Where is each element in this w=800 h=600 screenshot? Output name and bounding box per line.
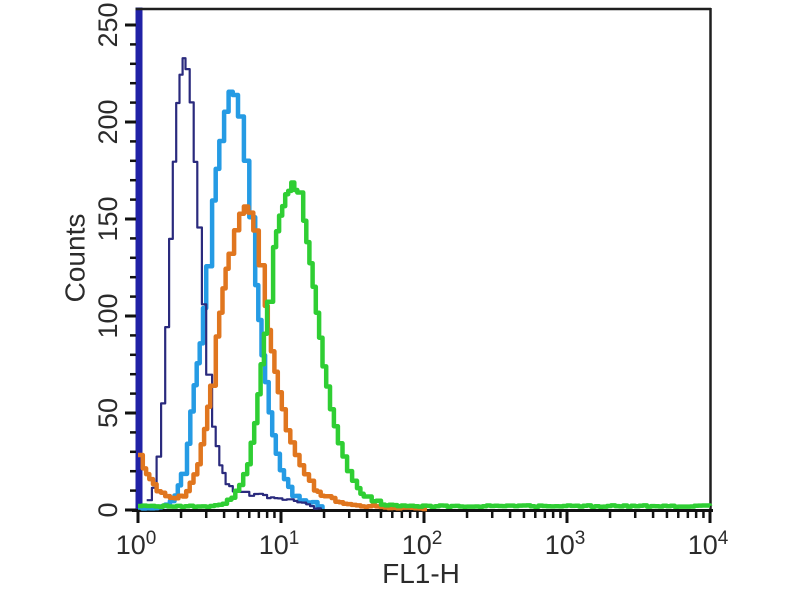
x-axis-title: FL1-H <box>382 558 460 589</box>
x-tick-label: 100 <box>116 528 157 560</box>
histogram-curves <box>138 57 713 512</box>
axes: 100 101 102 103 104 0 50 100 150 200 250 <box>93 2 729 560</box>
x-tick-label: 103 <box>545 528 586 560</box>
x-tick-label: 104 <box>688 528 729 560</box>
y-tick-label: 150 <box>93 196 123 241</box>
x-tick-label: 101 <box>259 528 300 560</box>
y-tick-label: 50 <box>93 398 123 428</box>
green-histogram-curve <box>138 180 713 510</box>
left-axis-spine <box>135 7 143 511</box>
y-tick-label: 100 <box>93 293 123 338</box>
orange-histogram-curve <box>138 204 427 512</box>
y-axis-title: Counts <box>60 214 91 303</box>
y-tick-label: 250 <box>93 2 123 47</box>
x-tick-label: 102 <box>402 528 443 560</box>
plot-frame <box>132 7 713 512</box>
y-tick-label: 0 <box>93 502 123 517</box>
navy-thin-histogram-curve <box>146 57 322 510</box>
y-tick-label: 200 <box>93 99 123 144</box>
